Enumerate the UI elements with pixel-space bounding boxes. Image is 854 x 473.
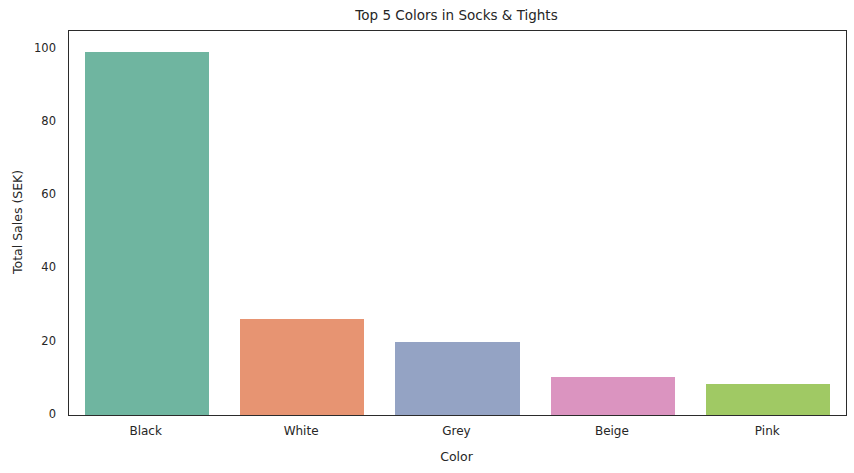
chart-title: Top 5 Colors in Socks & Tights [68,6,845,24]
y-tick-label-0: 0 [0,406,56,422]
x-tick-label-beige: Beige [534,423,689,439]
y-axis-label: Total Sales (SEK) [8,30,26,414]
bar-chart-figure: Top 5 Colors in Socks & Tights Total Sal… [0,0,854,473]
bar-pink [706,384,830,415]
bar-white [240,319,364,415]
bar-black [85,52,209,415]
plot-area [68,30,847,416]
y-tick-label-100: 100 [0,40,56,56]
y-tick-label-40: 40 [0,259,56,275]
x-tick-label-grey: Grey [379,423,534,439]
x-tick-label-black: Black [68,423,223,439]
y-tick-label-20: 20 [0,333,56,349]
x-tick-label-white: White [223,423,378,439]
x-tick-label-pink: Pink [690,423,845,439]
y-tick-label-80: 80 [0,113,56,129]
bar-beige [551,377,675,415]
bar-grey [395,342,519,415]
x-axis-label: Color [68,448,845,465]
y-tick-label-60: 60 [0,186,56,202]
